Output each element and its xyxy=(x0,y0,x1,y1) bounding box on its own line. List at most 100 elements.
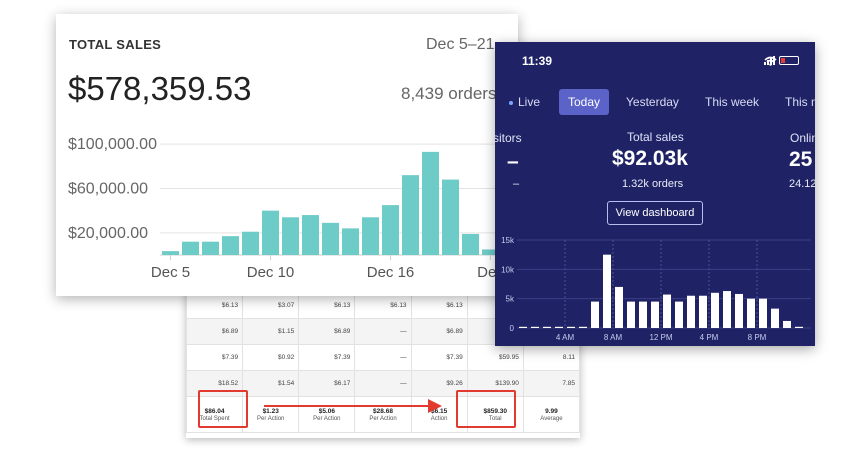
hourly-bar xyxy=(675,301,683,328)
sales-bar xyxy=(302,215,319,255)
table-cell: 8.11 xyxy=(522,344,580,371)
hourly-bar xyxy=(519,326,527,328)
table-cell: $7.39 xyxy=(298,344,356,371)
hourly-bar xyxy=(555,326,563,328)
sales-bar xyxy=(422,151,439,255)
view-dashboard-button[interactable]: View dashboard xyxy=(607,201,703,225)
total-value: $859.30 xyxy=(483,407,508,415)
hourly-bar xyxy=(795,326,803,328)
y-tick-label: 10k xyxy=(501,265,515,274)
x-tick-label: 8 PM xyxy=(748,333,767,342)
sales-bar xyxy=(342,228,359,255)
table-cell: $6.89 xyxy=(186,318,244,345)
hourly-bar xyxy=(567,326,575,328)
sales-bar xyxy=(462,233,479,255)
sales-bar xyxy=(482,249,499,255)
live-dot-icon xyxy=(509,100,513,105)
total-cell: $5.06 Per Action xyxy=(298,396,356,433)
table-cell: $1.54 xyxy=(242,370,300,397)
table-cell: $59.95 xyxy=(466,344,524,371)
highlight-total-spent xyxy=(198,390,248,428)
total-label: Total Spent xyxy=(199,415,230,422)
table-row: $18.52 $1.54 $6.17— $9.26 $139.90 7.85 xyxy=(186,370,580,397)
table-cell: $6.89 xyxy=(298,318,356,345)
x-tick-label: 4 PM xyxy=(700,333,719,342)
tab-today[interactable]: Today xyxy=(559,89,610,115)
hourly-bar xyxy=(591,301,599,328)
y-tick-label: $20,000.00 xyxy=(68,225,148,242)
online-value: 25 xyxy=(789,148,813,171)
x-tick-label: Dec 10 xyxy=(247,264,295,281)
y-tick-label: 5k xyxy=(506,295,515,304)
total-sales-label: Total sales xyxy=(627,130,684,144)
sales-bar xyxy=(402,175,419,255)
table-cell: $7.39 xyxy=(186,344,244,371)
sales-bar xyxy=(322,222,339,255)
tab-this-week-label: This week xyxy=(705,95,760,109)
total-label: Average xyxy=(540,415,563,422)
tab-today-label: Today xyxy=(568,95,601,109)
card-title: TOTAL SALES xyxy=(69,37,162,52)
online-sub: 24.12 xyxy=(789,178,815,190)
total-sales-bar-chart: $20,000.00 $60,000.00 $100,000.00 Dec 5 Dec … xyxy=(68,136,518,281)
tab-this-month[interactable]: This m xyxy=(785,89,815,115)
tab-yesterday-label: Yesterday xyxy=(626,95,679,109)
tab-yesterday[interactable]: Yesterday xyxy=(626,89,679,115)
table-cell: 7.85 xyxy=(522,370,580,397)
hourly-bar xyxy=(579,326,587,328)
tab-this-week[interactable]: This week xyxy=(705,89,759,115)
total-value: $28.68 xyxy=(373,407,393,415)
red-arrow-line xyxy=(264,405,432,407)
hourly-bar xyxy=(531,326,539,328)
hourly-bar xyxy=(639,301,647,328)
time-range-tabs: Live Today Yesterday This week This m xyxy=(495,89,815,115)
hourly-bar xyxy=(759,298,767,328)
total-value: $5.06 xyxy=(318,407,335,415)
status-time: 11:39 xyxy=(522,54,553,68)
total-value: $86.04 xyxy=(204,407,225,415)
hourly-bar xyxy=(771,308,779,328)
hourly-sales-bar-chart: 0 5k 10k 15k 4 AM 8 AM 12 PM 4 PM 8 PM xyxy=(501,236,811,342)
table-row: $7.39 $0.92 $7.39— $7.39 $59.95 8.11 xyxy=(186,344,580,371)
total-label: Action xyxy=(430,415,448,422)
total-label: Per Action xyxy=(257,415,285,422)
y-tick-label: $60,000.00 xyxy=(68,180,148,197)
status-bar xyxy=(764,56,799,66)
y-tick-label: $100,000.00 xyxy=(68,136,157,153)
total-value: $1.23 xyxy=(262,407,279,415)
total-value: 9.99 xyxy=(545,407,558,415)
mobile-dashboard: 11:39 Live Today Yesterday This week Thi… xyxy=(495,42,815,346)
x-tick-label: Dec 5 xyxy=(151,264,190,281)
table-cell: $6.13 xyxy=(298,292,356,319)
hourly-bar xyxy=(687,295,695,328)
table-cell: $3.07 xyxy=(242,292,300,319)
total-cell: $28.68 Per Action xyxy=(354,396,412,433)
table-cell: $18.52 xyxy=(186,370,244,397)
visitors-sub: – xyxy=(513,178,520,190)
orders-sub: 1.32k orders xyxy=(622,178,684,190)
sales-bar xyxy=(222,236,239,255)
hourly-bar xyxy=(723,291,731,328)
highlight-total xyxy=(456,390,516,428)
x-tick-label: 8 AM xyxy=(604,333,623,342)
total-sales-card: TOTAL SALES Dec 5–21 $578,359.53 8,439 o… xyxy=(56,14,518,296)
tab-live[interactable]: Live xyxy=(509,89,540,115)
cellular-signal-icon xyxy=(764,56,775,65)
sales-bar xyxy=(382,205,399,255)
x-tick-label: Dec 16 xyxy=(367,264,415,281)
total-label: Total xyxy=(488,415,502,422)
date-range[interactable]: Dec 5–21 xyxy=(426,36,495,53)
y-tick-label: 0 xyxy=(510,324,515,333)
total-cell: 9.99 Average xyxy=(522,396,580,433)
sales-bar xyxy=(282,217,299,255)
hourly-bar xyxy=(627,301,635,328)
table-cell: — xyxy=(354,370,412,397)
hourly-bar xyxy=(615,286,623,328)
total-sales-value: $92.03k xyxy=(612,147,688,170)
hourly-bar xyxy=(783,320,791,328)
sales-bar xyxy=(442,179,459,255)
table-cell: — xyxy=(354,344,412,371)
table-cell: $6.89 xyxy=(410,318,468,345)
sales-bar xyxy=(242,231,259,255)
